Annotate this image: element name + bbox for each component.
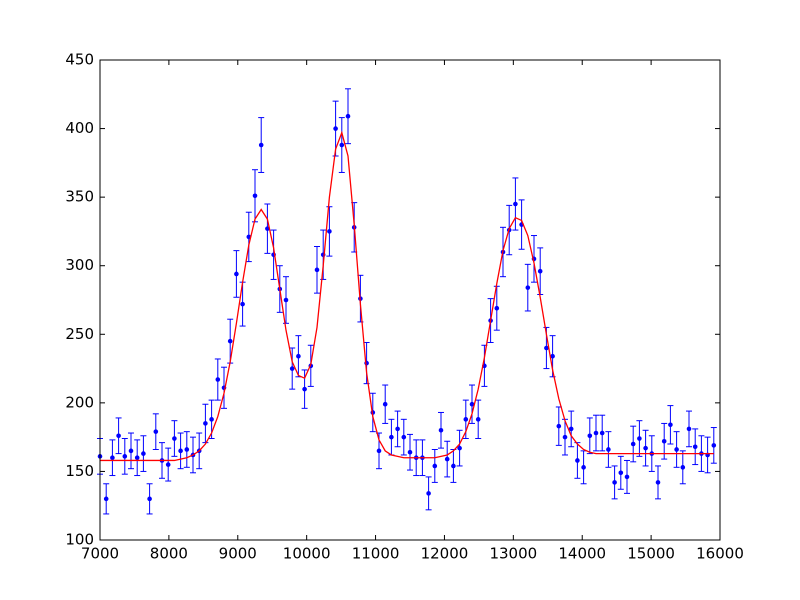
data-point — [103, 496, 109, 502]
x-tick-label: 8000 — [150, 545, 188, 563]
data-point — [265, 226, 270, 231]
data-point — [451, 463, 456, 469]
data-point — [122, 454, 128, 459]
data-point — [339, 142, 345, 148]
data-point — [432, 463, 438, 469]
data-point — [153, 429, 159, 434]
data-point — [110, 455, 115, 461]
data-point — [234, 271, 239, 277]
data-point — [116, 433, 121, 439]
data-point — [401, 434, 407, 440]
data-point — [302, 386, 307, 392]
data-point — [147, 496, 152, 502]
data-point — [215, 377, 221, 382]
data-point — [544, 345, 549, 351]
data-point — [575, 458, 580, 463]
data-point — [513, 201, 518, 207]
data-point — [562, 434, 568, 440]
data-point — [283, 297, 289, 303]
data-point — [134, 455, 140, 461]
y-tick-label: 100 — [65, 531, 94, 549]
data-point — [314, 267, 320, 273]
data-point — [630, 441, 636, 447]
data-point — [618, 470, 624, 476]
data-point — [581, 465, 586, 470]
data-point — [469, 401, 475, 407]
x-tick-label: 9000 — [219, 545, 257, 563]
data-point — [382, 401, 388, 407]
x-tick-label: 15000 — [627, 545, 675, 563]
data-point — [165, 462, 171, 467]
data-point — [463, 417, 469, 422]
data-point — [587, 433, 593, 439]
data-point — [426, 491, 431, 496]
data-point — [258, 142, 264, 148]
data-point — [550, 353, 555, 359]
data-point — [674, 447, 679, 452]
data-point — [289, 366, 295, 371]
data-point — [327, 229, 332, 234]
data-point — [252, 193, 258, 199]
data-point — [624, 474, 630, 480]
y-tick-label: 450 — [65, 51, 94, 69]
data-point — [333, 126, 338, 131]
x-tick-label: 7000 — [81, 545, 119, 563]
y-tick-label: 150 — [65, 462, 94, 480]
data-point — [128, 448, 134, 454]
x-tick-label: 13000 — [489, 545, 537, 563]
data-point — [494, 305, 500, 311]
data-point — [525, 285, 531, 290]
data-point — [475, 417, 481, 422]
data-point — [686, 426, 692, 432]
data-point — [606, 447, 611, 452]
y-tick-label: 350 — [65, 188, 94, 206]
data-point — [655, 480, 661, 485]
data-point — [661, 438, 667, 444]
data-point — [537, 268, 543, 274]
data-point — [376, 448, 382, 454]
data-point — [556, 423, 562, 429]
x-tick-label: 14000 — [558, 545, 606, 563]
data-point — [438, 427, 444, 433]
data-point — [407, 449, 413, 455]
y-tick-label: 400 — [65, 119, 94, 137]
data-point — [178, 448, 183, 454]
data-point — [692, 444, 698, 450]
data-point — [668, 422, 673, 428]
data-point — [568, 426, 574, 432]
data-point — [395, 426, 400, 432]
data-point — [593, 430, 599, 436]
data-point — [389, 434, 394, 440]
data-point — [141, 451, 146, 456]
data-point — [612, 480, 617, 485]
data-point — [184, 447, 190, 452]
data-point — [680, 465, 686, 470]
x-tick-label: 16000 — [696, 545, 744, 563]
x-tick-label: 10000 — [283, 545, 331, 563]
data-point — [599, 430, 605, 436]
y-tick-label: 200 — [65, 393, 94, 411]
x-tick-label: 12000 — [421, 545, 469, 563]
data-point — [643, 445, 648, 451]
data-point — [240, 301, 245, 307]
data-point — [172, 436, 177, 441]
fit-line — [100, 130, 714, 462]
x-tick-label: 11000 — [352, 545, 400, 563]
data-point — [711, 443, 717, 448]
data-point — [209, 417, 214, 422]
data-point — [444, 456, 450, 462]
plot-frame — [99, 59, 721, 541]
data-point — [227, 338, 233, 344]
data-point — [637, 436, 642, 441]
data-point — [345, 113, 351, 119]
data-point — [203, 421, 208, 426]
data-point — [457, 445, 462, 451]
y-tick-label: 250 — [65, 325, 94, 343]
y-tick-label: 300 — [65, 256, 94, 274]
data-point — [296, 353, 301, 359]
